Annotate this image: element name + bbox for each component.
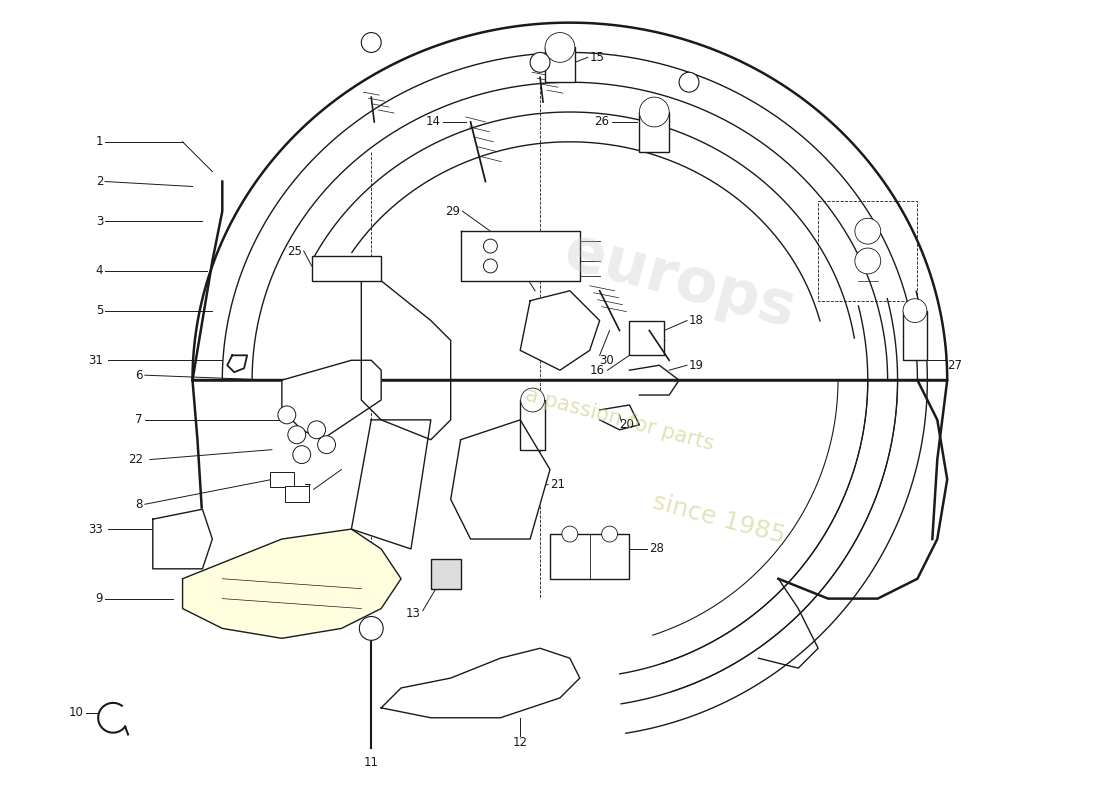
Circle shape [903, 298, 927, 322]
Text: 22: 22 [128, 453, 143, 466]
Text: 8: 8 [135, 498, 143, 510]
Polygon shape [153, 510, 212, 569]
Text: 10: 10 [68, 706, 84, 719]
Bar [639, 112, 669, 152]
Bar [520, 400, 544, 450]
Text: 6: 6 [135, 369, 143, 382]
Text: 3: 3 [96, 214, 103, 228]
Circle shape [318, 436, 336, 454]
Circle shape [639, 97, 669, 127]
Text: 26: 26 [595, 115, 609, 129]
Text: 5: 5 [96, 304, 103, 317]
Circle shape [484, 239, 497, 253]
Bar [550, 534, 629, 578]
Bar [544, 47, 575, 82]
Text: 11: 11 [364, 756, 378, 769]
Text: 15: 15 [590, 51, 605, 64]
Text: 25: 25 [287, 245, 301, 258]
Polygon shape [520, 290, 600, 370]
Circle shape [520, 388, 544, 412]
Circle shape [602, 526, 617, 542]
Polygon shape [461, 231, 580, 281]
Circle shape [544, 33, 575, 62]
Circle shape [855, 248, 881, 274]
Text: 19: 19 [689, 358, 704, 372]
Text: 30: 30 [600, 354, 615, 366]
Polygon shape [451, 420, 550, 539]
Text: 24: 24 [505, 478, 520, 491]
Text: since 1985: since 1985 [650, 490, 788, 549]
Text: a passion for parts: a passion for parts [522, 385, 716, 454]
Text: 27: 27 [947, 358, 962, 372]
Text: 17: 17 [505, 265, 520, 278]
Polygon shape [361, 281, 451, 440]
Polygon shape [183, 529, 402, 638]
Circle shape [562, 526, 578, 542]
Text: 13: 13 [406, 607, 421, 620]
Bar [629, 321, 664, 355]
Text: 7: 7 [135, 414, 143, 426]
Polygon shape [282, 360, 382, 440]
Text: 18: 18 [689, 314, 704, 327]
Text: 4: 4 [96, 265, 103, 278]
Circle shape [360, 617, 383, 640]
Polygon shape [351, 420, 431, 549]
FancyBboxPatch shape [311, 256, 382, 281]
Text: 31: 31 [88, 354, 103, 366]
Text: 7: 7 [305, 483, 311, 496]
Bar [902, 310, 927, 360]
Bar [285, 486, 309, 502]
Circle shape [293, 446, 310, 463]
Text: 1: 1 [96, 135, 103, 148]
Text: 14: 14 [426, 115, 441, 129]
Bar [431, 559, 461, 589]
Text: 2: 2 [96, 175, 103, 188]
Circle shape [530, 53, 550, 72]
Text: 21: 21 [550, 478, 565, 491]
Text: 35: 35 [411, 319, 426, 332]
Circle shape [679, 72, 699, 92]
Text: 23: 23 [297, 542, 311, 555]
Circle shape [288, 426, 306, 444]
Text: 9: 9 [96, 592, 103, 605]
Text: 20: 20 [619, 418, 635, 431]
Text: europs: europs [557, 222, 801, 340]
Circle shape [278, 406, 296, 424]
Bar [270, 471, 294, 487]
Text: 28: 28 [649, 542, 664, 555]
Circle shape [361, 33, 382, 53]
Text: 16: 16 [590, 364, 605, 377]
Circle shape [484, 259, 497, 273]
Text: 12: 12 [513, 736, 528, 749]
Text: 33: 33 [88, 522, 103, 535]
Circle shape [855, 218, 881, 244]
Circle shape [308, 421, 326, 438]
Text: 29: 29 [446, 205, 461, 218]
